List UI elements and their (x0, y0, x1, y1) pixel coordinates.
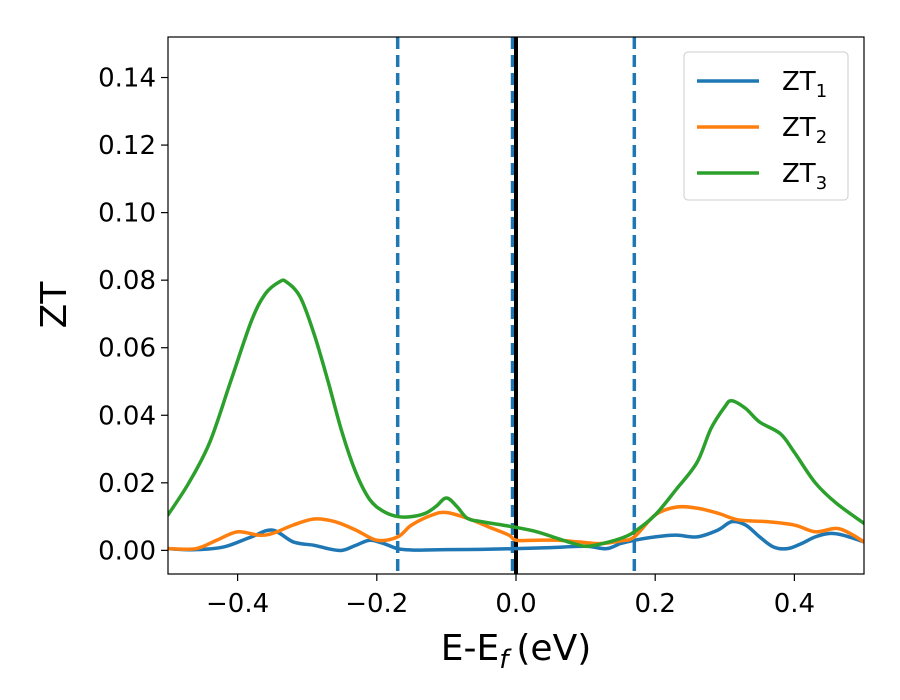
series-line-zt2 (168, 504, 864, 552)
legend: ZT1 ZT2 ZT3 (683, 51, 849, 201)
y-tick-label: 0.10 (98, 199, 156, 229)
legend-label-zt2: ZT2 (782, 113, 827, 148)
series-line-zt1 (168, 519, 864, 553)
y-tick-label: 0.00 (98, 536, 156, 566)
y-axis: 0.00 0.02 0.04 0.06 0.08 0.10 0.12 0.14 (98, 64, 168, 566)
x-tick-label: 0.2 (635, 589, 676, 619)
legend-label-zt3: ZT3 (782, 159, 827, 194)
x-axis: −0.4 −0.2 0.0 0.2 0.4 (206, 574, 815, 619)
legend-label-zt1: ZT1 (782, 67, 827, 102)
y-tick-label: 0.12 (98, 131, 156, 161)
x-axis-title: E-Ef (eV) (441, 628, 592, 675)
y-tick-label: 0.02 (98, 469, 156, 499)
x-tick-label: 0.4 (774, 589, 815, 619)
y-axis-title: ZT (34, 281, 75, 329)
y-tick-label: 0.08 (98, 266, 156, 296)
x-tick-label: −0.2 (345, 589, 408, 619)
y-tick-label: 0.14 (98, 64, 156, 94)
series-lines (168, 278, 864, 553)
reference-lines (395, 37, 637, 574)
y-tick-label: 0.06 (98, 334, 156, 364)
series-line-zt3 (168, 278, 864, 549)
y-tick-label: 0.04 (98, 401, 156, 431)
legend-entries: ZT1 ZT2 ZT3 (697, 67, 827, 194)
x-tick-label: 0.0 (495, 589, 536, 619)
x-tick-label: −0.4 (206, 589, 269, 619)
legend-box (683, 51, 849, 201)
x-axis-title-unit: (eV) (516, 628, 591, 669)
